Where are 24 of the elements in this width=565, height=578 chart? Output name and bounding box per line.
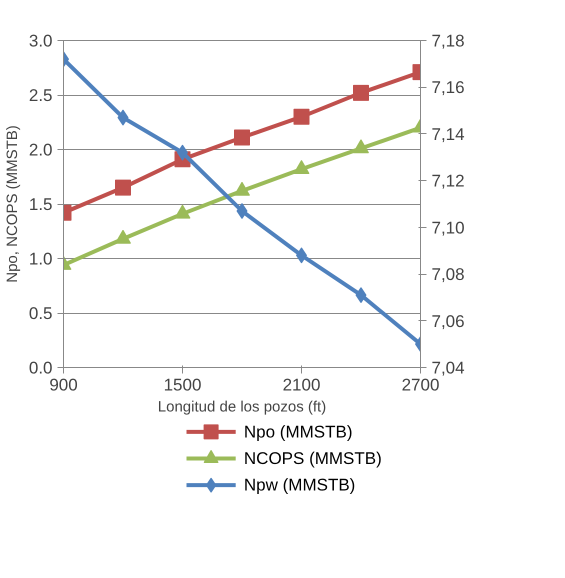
y-tick-label: 2.0 <box>28 140 53 160</box>
x-axis-title: Longitud de los pozos (ft) <box>158 398 326 416</box>
y2-tick-label: 7,08 <box>432 265 465 284</box>
y2-tick-label: 7,10 <box>432 218 465 238</box>
y2-tick-label: 7,12 <box>432 172 465 191</box>
y-tick-label: 3.0 <box>28 32 53 50</box>
y-axis-title: Npo, NCOPS (MMSTB) <box>4 125 21 283</box>
y2-tick-label: 7,14 <box>432 124 465 144</box>
y2-tick-label: 7,04 <box>432 358 465 378</box>
y-tick-label: 0.0 <box>28 358 53 378</box>
legend-label: Npw (MMSTB) <box>244 476 356 495</box>
y-tick-label: 1.5 <box>28 195 53 214</box>
x-tick-label: 2100 <box>282 376 320 394</box>
y2-tick-label: 7,06 <box>432 312 465 331</box>
y-tick-label: 0.5 <box>28 304 53 323</box>
y-tick-label: 1.0 <box>28 250 53 268</box>
x-tick-label: 900 <box>49 376 78 394</box>
x-tick-label: 2700 <box>402 376 440 394</box>
legend-label: Npo (MMSTB) <box>244 422 353 442</box>
y2-tick-label: 7,18 <box>432 32 465 50</box>
y-tick-label: 2.5 <box>28 86 53 105</box>
legend-label: NCOPS (MMSTB) <box>244 449 382 468</box>
x-tick-label: 1500 <box>164 376 202 394</box>
y2-tick-label: 7,16 <box>432 78 465 98</box>
